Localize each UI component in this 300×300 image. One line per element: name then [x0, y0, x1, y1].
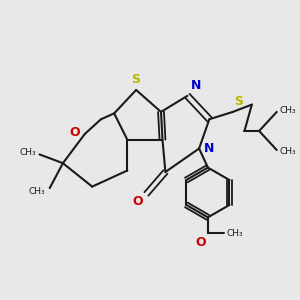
Text: CH₃: CH₃ — [29, 187, 45, 196]
Text: CH₃: CH₃ — [280, 147, 296, 156]
Text: O: O — [195, 236, 206, 249]
Text: N: N — [203, 142, 214, 155]
Text: O: O — [132, 195, 143, 208]
Text: S: S — [234, 95, 243, 108]
Text: CH₃: CH₃ — [227, 229, 244, 238]
Text: O: O — [69, 126, 80, 139]
Text: CH₃: CH₃ — [19, 148, 36, 158]
Text: N: N — [191, 79, 201, 92]
Text: S: S — [132, 74, 141, 86]
Text: CH₃: CH₃ — [280, 106, 296, 115]
